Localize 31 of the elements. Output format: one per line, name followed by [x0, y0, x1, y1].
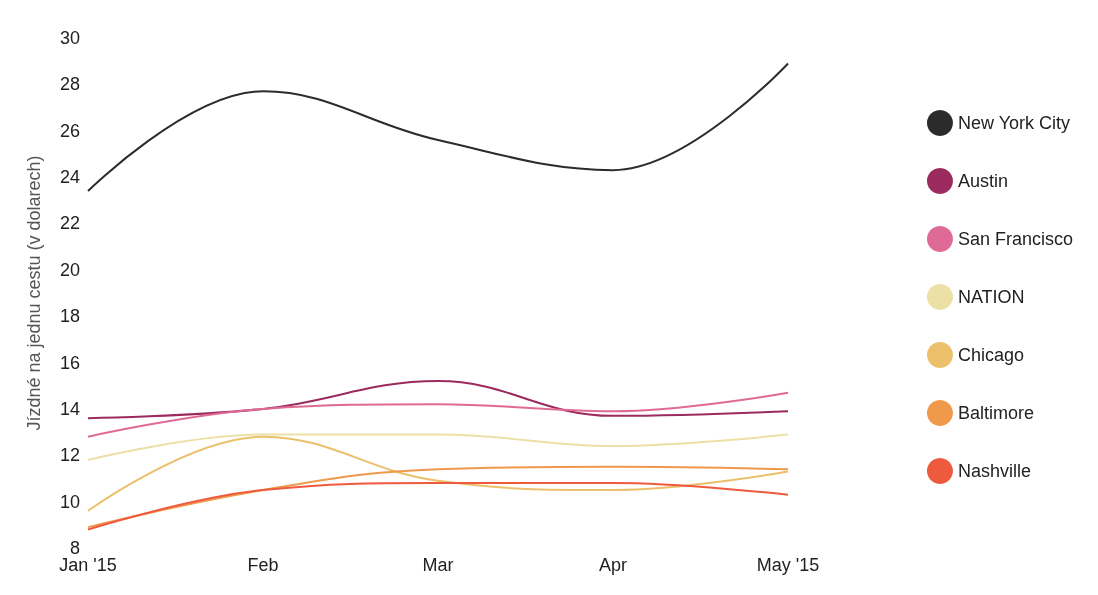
line-series	[87, 465, 789, 529]
y-tick-label: 14	[59, 398, 80, 419]
y-tick-label: 12	[59, 445, 80, 466]
y-axis-title: Jízdné na jednu cestu (v dolarech)	[24, 155, 44, 431]
y-tick-label: 28	[59, 74, 80, 95]
legend-label: Austin	[957, 171, 1008, 191]
x-tick-label: Feb	[247, 555, 279, 575]
y-tick-label: 22	[59, 213, 80, 234]
legend-label: Chicago	[957, 345, 1024, 365]
x-tick-label: Apr	[598, 555, 628, 575]
line-series	[87, 62, 789, 192]
line-series	[87, 482, 789, 531]
legend-label: New York City	[957, 113, 1070, 133]
x-tick-label: May '15	[756, 555, 820, 575]
x-tick-label: Jan '15	[59, 555, 117, 575]
y-tick-label: 18	[59, 306, 80, 327]
y-tick-label: 24	[59, 167, 80, 188]
x-tick-label: Mar	[422, 555, 454, 575]
y-tick-label: 26	[59, 120, 80, 141]
y-tick-label: 20	[59, 259, 80, 280]
legend-label: Nashville	[957, 461, 1031, 481]
line-series	[87, 380, 789, 420]
legend-label: NATION	[957, 287, 1025, 307]
legend-label: Baltimore	[957, 403, 1034, 423]
line-series	[87, 435, 789, 512]
legend-label: San Francisco	[957, 229, 1074, 249]
y-tick-label: 16	[59, 352, 80, 373]
line-series	[87, 391, 789, 438]
y-tick-label: 10	[59, 491, 80, 512]
y-tick-label: 30	[59, 28, 80, 48]
y-tick-label: 8	[69, 538, 80, 558]
